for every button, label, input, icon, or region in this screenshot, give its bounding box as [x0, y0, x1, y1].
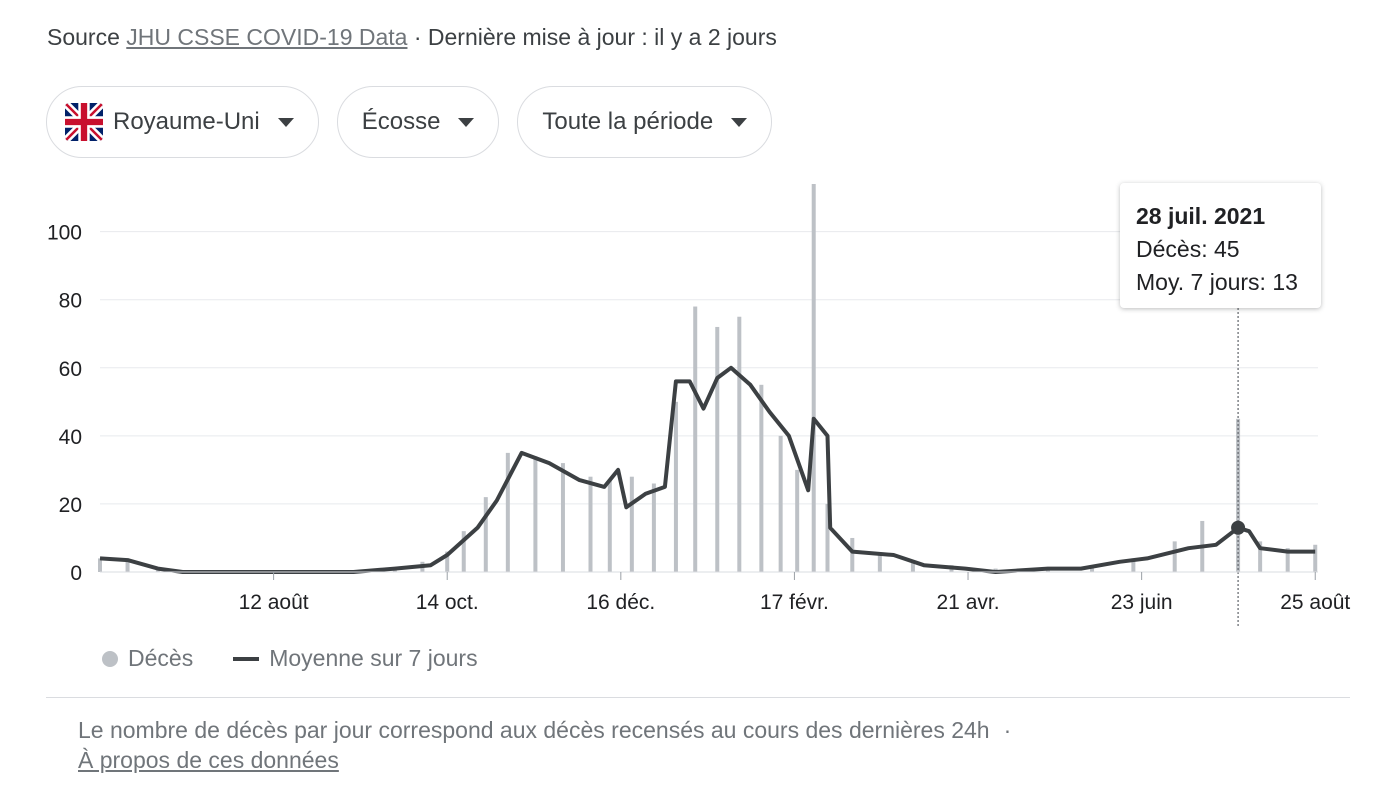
legend-average-label: Moyenne sur 7 jours — [269, 645, 478, 671]
caret-down-icon — [731, 117, 748, 127]
deaths-bar — [651, 483, 656, 572]
footnote-text: Le nombre de décès par jour correspond a… — [78, 717, 990, 743]
deaths-bar — [693, 306, 698, 572]
legend-deaths-label: Décès — [128, 645, 194, 671]
average-line — [99, 308, 1316, 628]
y-tick-label: 40 — [59, 426, 82, 449]
average-series-line — [99, 365, 1316, 574]
deaths-bar — [673, 401, 678, 572]
deaths-bar — [98, 558, 102, 572]
tooltip-deaths: Décès: 45 — [1136, 236, 1240, 262]
deaths-bar — [483, 497, 488, 572]
x-tick-label: 17 févr. — [760, 591, 829, 614]
deaths-bar — [560, 463, 565, 572]
uk-flag-icon — [65, 103, 103, 141]
source-prefix: Source — [47, 24, 120, 50]
deaths-bar — [1172, 541, 1177, 572]
deaths-bar — [715, 326, 720, 572]
region-label: Écosse — [361, 108, 441, 135]
legend-average-line-icon — [233, 656, 260, 661]
deaths-bar — [877, 554, 882, 572]
caret-down-icon — [277, 117, 294, 127]
deaths-bar — [737, 316, 742, 572]
deaths-bar — [461, 531, 466, 572]
selected-point-marker — [1231, 520, 1246, 535]
deaths-bar — [1313, 544, 1318, 572]
deaths-bar — [1131, 558, 1136, 572]
deaths-bar — [759, 384, 764, 572]
deaths-bar — [1236, 418, 1241, 572]
deaths-bar — [811, 184, 816, 572]
legend-deaths-dot-icon — [102, 650, 118, 667]
deaths-bar — [825, 503, 830, 572]
deaths-bar — [505, 452, 510, 572]
country-dropdown[interactable]: Royaume-Uni — [46, 86, 319, 158]
source-line: Source JHU CSSE COVID-19 Data · Dernière… — [47, 24, 777, 51]
y-tick-label: 60 — [59, 358, 82, 381]
footnote-separator: · — [1003, 717, 1012, 743]
chart-tooltip: 28 juil. 2021 Décès: 45 Moy. 7 jours: 13 — [1120, 183, 1321, 308]
source-link[interactable]: JHU CSSE COVID-19 Data — [126, 24, 408, 50]
period-label: Toute la période — [542, 108, 714, 135]
period-dropdown[interactable]: Toute la période — [517, 86, 773, 158]
last-updated: · Dernière mise à jour : il y a 2 jours — [413, 24, 777, 50]
x-tick-label: 12 août — [239, 591, 309, 614]
deaths-bar — [125, 558, 130, 572]
deaths-bar — [850, 537, 855, 572]
divider — [46, 697, 1350, 698]
chart-legend: Décès Moyenne sur 7 jours — [102, 645, 478, 672]
x-tick-label: 16 déc. — [586, 591, 655, 614]
deaths-bar — [588, 476, 593, 572]
deaths-chart[interactable]: 0 20 40 60 80 100 12 août 14 oct. 16 déc. 17 févr… — [0, 170, 1390, 640]
tooltip-average: Moy. 7 jours: 13 — [1136, 269, 1298, 295]
deaths-bar — [1258, 541, 1263, 572]
axes: 0 20 40 60 80 100 12 août 14 oct. 16 déc. 17 févr… — [47, 222, 1350, 614]
filter-bar: Royaume-Uni Écosse Toute la période — [46, 86, 773, 158]
country-label: Royaume-Uni — [113, 108, 260, 135]
region-dropdown[interactable]: Écosse — [336, 86, 500, 158]
deaths-bar — [533, 456, 538, 572]
x-tick-label: 14 oct. — [416, 591, 479, 614]
y-tick-label: 20 — [59, 494, 82, 517]
y-tick-label: 80 — [59, 290, 82, 313]
deaths-bar — [778, 435, 783, 572]
y-tick-label: 0 — [70, 562, 82, 585]
x-tick-label: 23 juin — [1111, 591, 1173, 614]
grid-lines — [100, 231, 1318, 505]
deaths-bar — [910, 561, 915, 572]
footnote: Le nombre de décès par jour correspond a… — [78, 716, 1011, 774]
y-tick-label: 100 — [47, 222, 82, 245]
x-tick-label: 21 avr. — [937, 591, 1000, 614]
deaths-bars — [98, 184, 1318, 573]
deaths-bar — [629, 476, 634, 572]
deaths-bar — [607, 480, 612, 572]
x-tick-label: 25 août — [1280, 591, 1350, 614]
deaths-bar — [795, 469, 800, 572]
deaths-bar — [445, 551, 450, 572]
tooltip-date: 28 juil. 2021 — [1136, 203, 1266, 229]
deaths-bar — [1285, 548, 1290, 572]
about-data-link[interactable]: À propos de ces données — [78, 747, 339, 773]
caret-down-icon — [458, 117, 475, 127]
